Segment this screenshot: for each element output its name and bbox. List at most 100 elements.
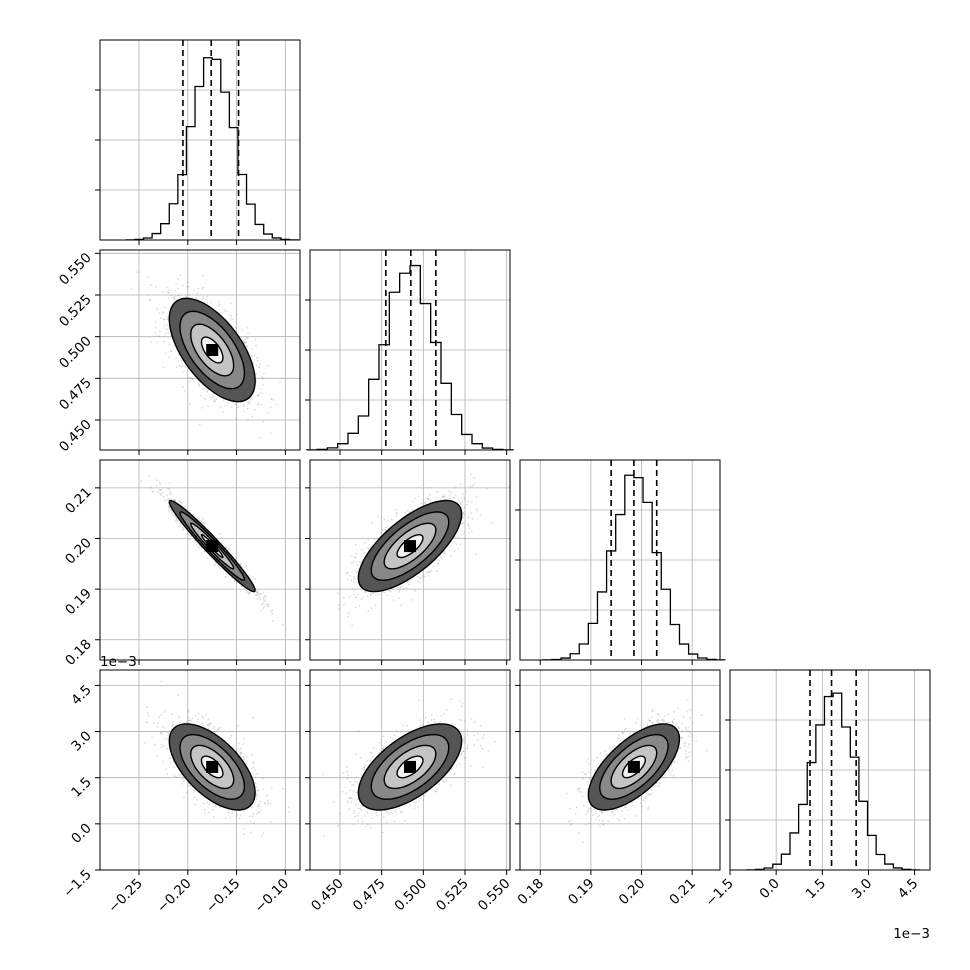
scatter-point <box>257 395 259 397</box>
scatter-point <box>235 417 237 420</box>
scatter-point <box>343 596 345 599</box>
scatter-point <box>188 538 191 541</box>
scatter-point <box>264 603 267 606</box>
scatter-point <box>271 612 274 615</box>
scatter-point <box>246 344 249 347</box>
scatter-point <box>166 318 169 320</box>
scatter-point <box>160 494 162 496</box>
scatter-point <box>343 603 345 606</box>
scatter-point <box>178 522 181 525</box>
scatter-point <box>267 605 270 608</box>
scatter-point <box>266 605 269 608</box>
scatter-point <box>226 401 229 404</box>
scatter-point <box>219 406 222 408</box>
scatter-point <box>261 392 264 395</box>
scatter-point <box>457 548 460 550</box>
scatter-point <box>438 559 441 562</box>
scatter-point <box>209 396 212 399</box>
scatter-point <box>158 335 160 337</box>
scatter-point <box>427 498 430 501</box>
scatter-point <box>192 789 195 792</box>
scatter-point <box>166 773 169 775</box>
scatter-point <box>167 332 170 335</box>
scatter-point <box>336 592 339 595</box>
scatter-point <box>263 605 266 608</box>
scatter-point <box>240 585 243 588</box>
scatter-point <box>165 351 168 354</box>
scatter-point <box>170 350 173 352</box>
scatter-point <box>425 571 428 574</box>
scatter-point <box>454 550 456 553</box>
scatter-point <box>345 572 347 575</box>
scatter-point <box>184 506 186 508</box>
scatter-point <box>169 491 171 493</box>
scatter-point <box>157 491 160 494</box>
scatter-point <box>168 488 170 491</box>
scatter-point <box>170 350 173 353</box>
scatter-point <box>172 296 175 299</box>
scatter-point <box>356 564 359 567</box>
scatter-point <box>201 388 204 390</box>
scatter-point <box>449 495 451 497</box>
scatter-point <box>206 390 209 393</box>
scatter-point <box>354 606 357 609</box>
scatter-point <box>349 575 351 577</box>
scatter-point <box>154 332 157 335</box>
scatter-point <box>463 497 466 499</box>
scatter-point <box>189 403 192 405</box>
scatter-point <box>155 484 158 487</box>
scatter-point <box>375 594 377 597</box>
scatter-point <box>178 364 181 367</box>
scatter-point <box>181 284 184 287</box>
scatter-point <box>149 299 152 302</box>
scatter-point <box>252 361 255 364</box>
scatter-point <box>201 724 204 727</box>
panel-frame <box>99 249 301 451</box>
scatter-point <box>253 354 256 357</box>
scatter-point <box>200 395 202 397</box>
scatter-point <box>192 513 195 516</box>
scatter-point <box>175 283 178 286</box>
scatter-point <box>468 531 470 534</box>
scatter-point <box>260 403 263 406</box>
scatter-point <box>251 415 254 418</box>
scatter-point <box>194 803 197 806</box>
scatter-point <box>171 512 174 515</box>
scatter-point <box>459 543 462 546</box>
scatter-point <box>155 479 158 481</box>
scatter-point <box>136 271 139 274</box>
scatter-point <box>422 573 425 576</box>
scatter-point <box>206 295 209 298</box>
scatter-point <box>158 312 161 315</box>
scatter-point <box>266 603 269 606</box>
scatter-point <box>146 276 149 278</box>
scatter-point <box>370 607 373 610</box>
scatter-point <box>168 291 170 294</box>
scatter-point <box>413 497 416 500</box>
scatter-point <box>203 387 206 390</box>
scatter-point <box>392 599 395 602</box>
scatter-point <box>398 590 400 593</box>
scatter-point <box>398 589 401 592</box>
histogram-panel-2 <box>515 459 726 665</box>
scatter-point <box>167 507 170 510</box>
scatter-point <box>228 313 231 316</box>
scatter-point <box>476 510 478 513</box>
scatter-point <box>455 543 458 545</box>
scatter-point <box>372 592 375 595</box>
scatter-point <box>214 399 216 401</box>
scatter-point <box>184 365 187 368</box>
scatter-point <box>187 376 190 379</box>
scatter-point <box>256 359 259 362</box>
scatter-point <box>346 615 349 618</box>
scatter-point <box>349 596 351 598</box>
scatter-point <box>250 347 253 350</box>
scatter-point <box>235 313 238 315</box>
scatter-point <box>250 831 253 834</box>
scatter-point <box>355 596 358 599</box>
scatter-point <box>347 611 350 614</box>
scatter-point <box>219 533 221 536</box>
scatter-point <box>171 514 174 517</box>
scatter-point <box>269 406 272 408</box>
scatter-point <box>207 557 209 559</box>
